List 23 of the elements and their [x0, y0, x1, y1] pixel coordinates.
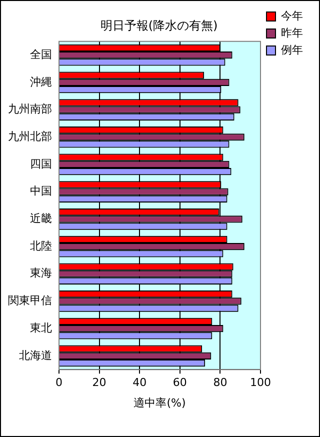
x-tick-label: 40 — [132, 376, 147, 390]
legend-label: 昨年 — [281, 26, 303, 40]
y-tick-label: 全国 — [30, 48, 52, 61]
y-tick-label: 北海道 — [19, 348, 52, 362]
legend-label: 今年 — [281, 9, 303, 22]
y-tick-label: 四国 — [30, 157, 52, 170]
x-tick-label: 60 — [172, 376, 187, 390]
legend-label: 例年 — [281, 43, 303, 56]
x-tick-label: 0 — [56, 376, 62, 390]
y-tick-label: 東北 — [30, 321, 52, 334]
y-tick-label: 中国 — [30, 184, 52, 198]
y-tick-label: 九州北部 — [8, 130, 52, 143]
y-tick-label: 関東甲信 — [8, 294, 52, 308]
y-tick-label: 沖縄 — [30, 75, 52, 88]
y-tick-label: 東海 — [30, 266, 52, 280]
x-axis-title: 適中率(%) — [134, 396, 186, 410]
x-tick-label: 80 — [213, 376, 228, 390]
y-tick-label: 近畿 — [30, 212, 52, 226]
x-tick-label: 20 — [92, 376, 106, 390]
x-tick-label: 100 — [250, 376, 271, 390]
y-tick-label: 北陸 — [30, 239, 52, 252]
y-tick-label: 九州南部 — [8, 102, 52, 116]
chart-title: 明日予報(降水の有無) — [100, 18, 218, 32]
